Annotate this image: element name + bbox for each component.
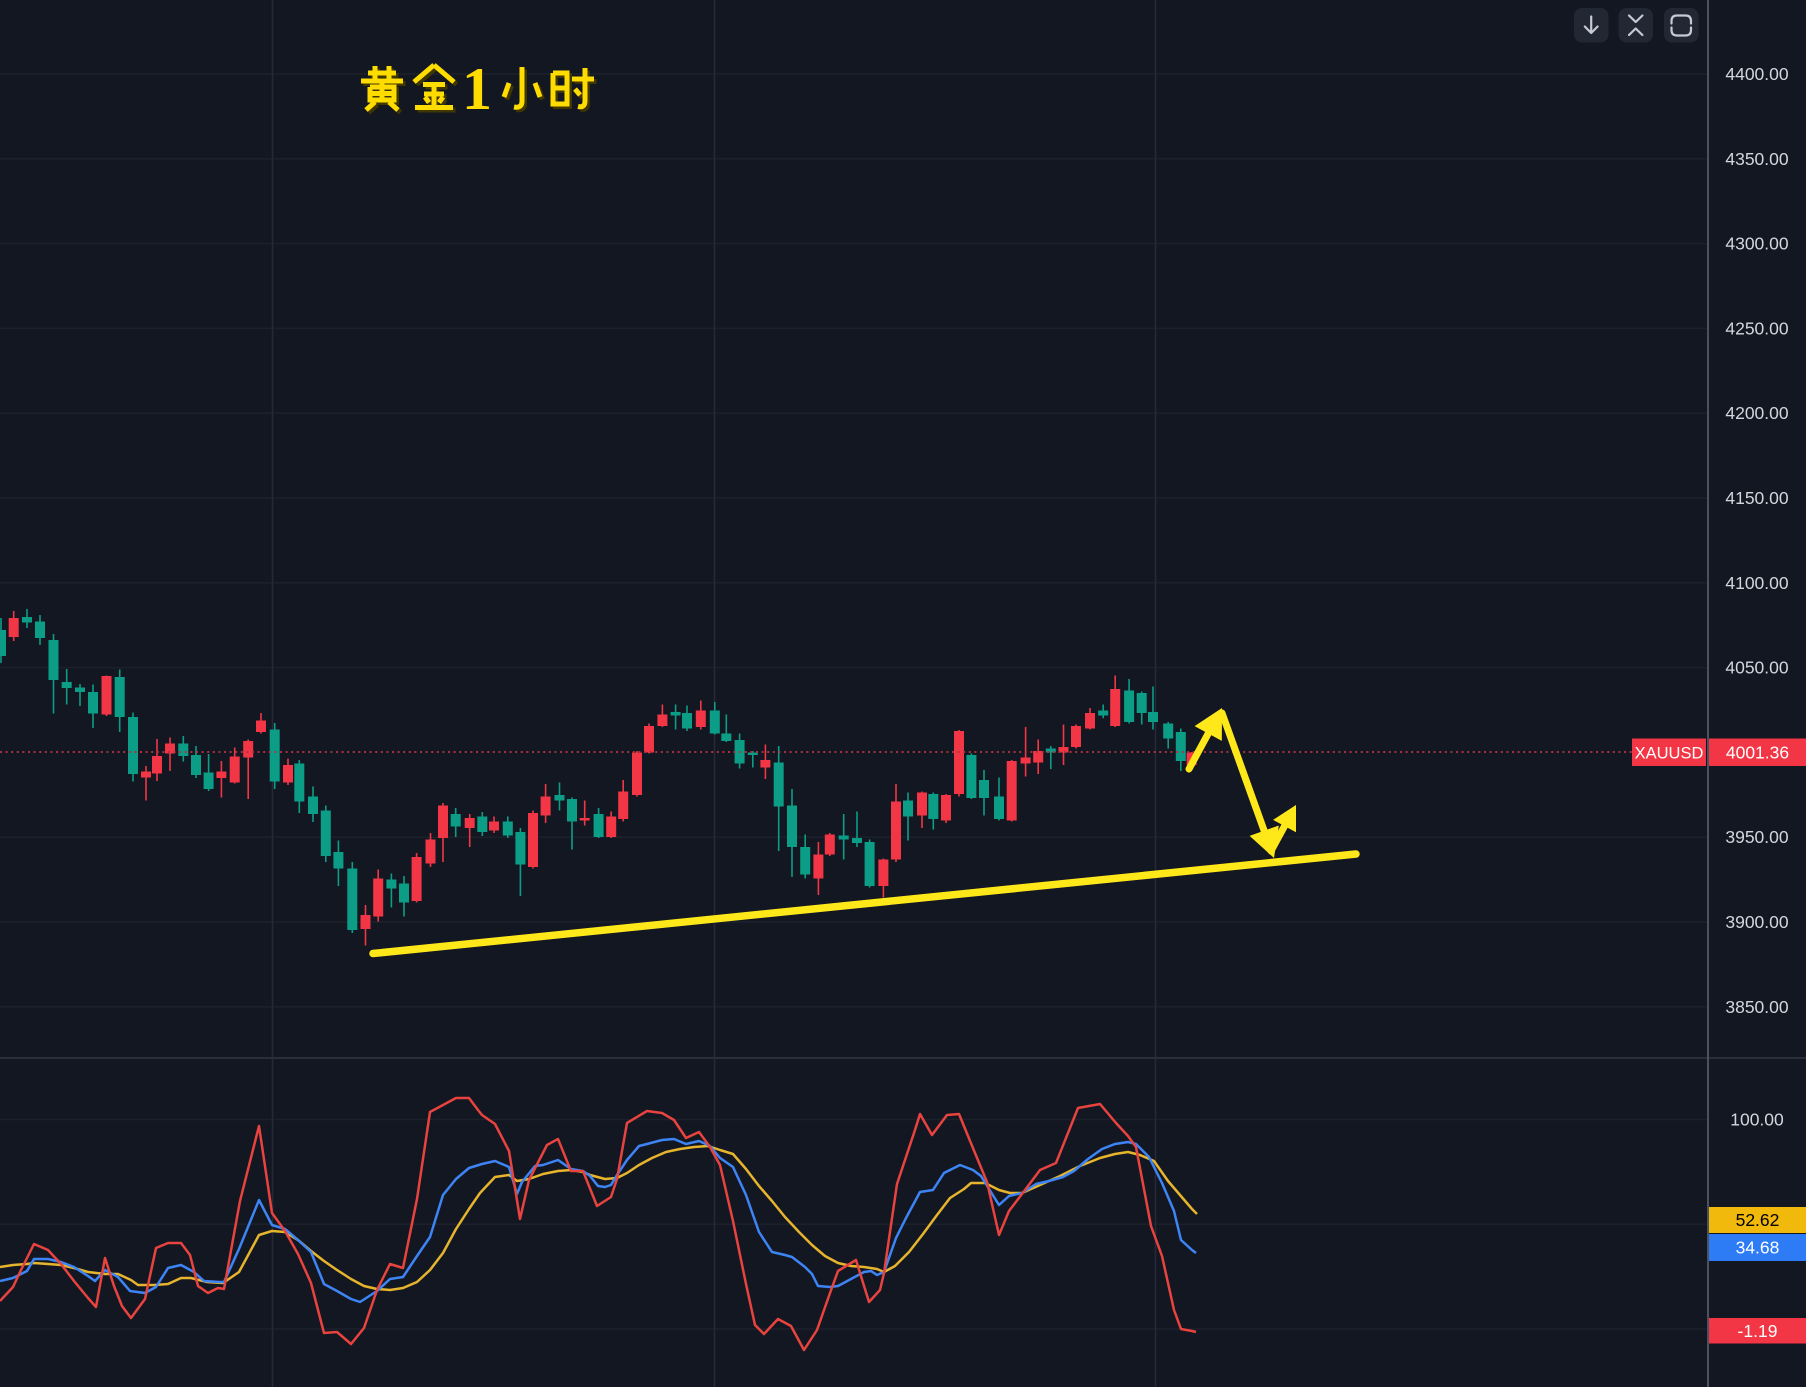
- svg-text:4150.00: 4150.00: [1725, 488, 1789, 508]
- svg-text:4200.00: 4200.00: [1725, 403, 1789, 423]
- svg-text:1: 1: [462, 56, 492, 122]
- svg-text:-1.19: -1.19: [1738, 1321, 1778, 1341]
- svg-text:52.62: 52.62: [1736, 1210, 1780, 1230]
- svg-text:4400.00: 4400.00: [1725, 64, 1789, 84]
- svg-text:4350.00: 4350.00: [1725, 149, 1789, 169]
- svg-text:3950.00: 3950.00: [1725, 827, 1789, 847]
- svg-text:3850.00: 3850.00: [1725, 997, 1789, 1017]
- svg-text:XAUUSD: XAUUSD: [1635, 744, 1704, 762]
- svg-text:4001.36: 4001.36: [1726, 742, 1789, 762]
- svg-text:3900.00: 3900.00: [1725, 912, 1789, 932]
- svg-text:4050.00: 4050.00: [1725, 658, 1789, 678]
- svg-text:4100.00: 4100.00: [1725, 573, 1789, 593]
- svg-text:100.00: 100.00: [1730, 1110, 1784, 1130]
- svg-text:4250.00: 4250.00: [1725, 318, 1789, 338]
- svg-text:34.68: 34.68: [1736, 1238, 1780, 1258]
- svg-text:4300.00: 4300.00: [1725, 234, 1789, 254]
